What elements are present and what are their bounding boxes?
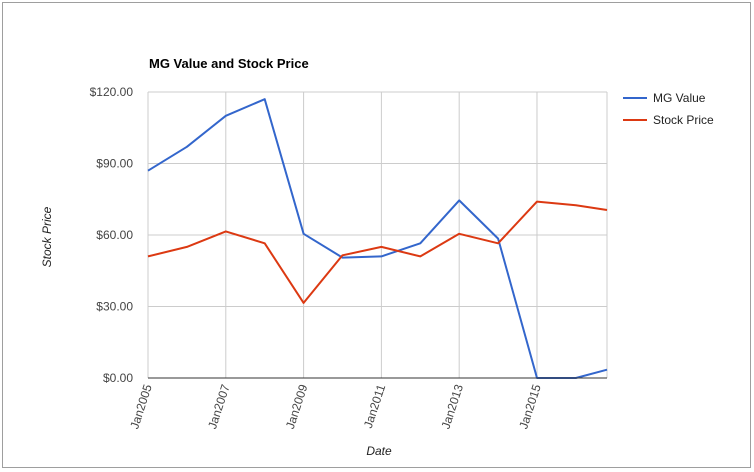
y-tick-label: $0.00 — [103, 371, 133, 385]
data-point — [147, 255, 149, 257]
y-tick-label: $120.00 — [90, 85, 134, 99]
data-point — [419, 242, 421, 244]
data-point — [186, 246, 188, 248]
data-point — [303, 233, 305, 235]
data-point — [419, 255, 421, 257]
x-tick-label: Jan2009 — [283, 382, 311, 430]
data-point — [497, 238, 499, 240]
x-tick-label: Jan2007 — [205, 382, 233, 430]
data-point — [225, 115, 227, 117]
chart-title: MG Value and Stock Price — [149, 56, 309, 71]
data-point — [458, 233, 460, 235]
legend-label: MG Value — [653, 91, 706, 105]
data-point — [536, 201, 538, 203]
data-point — [303, 302, 305, 304]
data-point — [380, 246, 382, 248]
x-tick-label: Jan2015 — [516, 382, 544, 430]
line-chart: $0.00 $30.00 $60.00 $90.00 $120.00 Jan2005 Jan… — [40, 56, 714, 458]
x-tick-label: Jan2005 — [127, 382, 155, 430]
data-point — [147, 170, 149, 172]
legend-label: Stock Price — [653, 113, 714, 127]
legend: MG Value Stock Price — [623, 91, 714, 127]
series-line-stock-price — [147, 200, 608, 304]
series-line-mg-value — [147, 98, 608, 379]
data-point — [264, 242, 266, 244]
data-point — [606, 209, 608, 211]
y-tick-label: $90.00 — [96, 157, 133, 171]
data-point — [380, 255, 382, 257]
x-tick-label: Jan2013 — [438, 382, 466, 430]
series-lines — [147, 98, 608, 379]
data-point — [458, 199, 460, 201]
data-point — [264, 98, 266, 100]
data-point — [225, 230, 227, 232]
y-tick-label: $30.00 — [96, 300, 133, 314]
x-axis-title: Date — [366, 444, 392, 458]
data-point — [606, 369, 608, 371]
data-point — [186, 146, 188, 148]
data-point — [575, 204, 577, 206]
data-point — [341, 254, 343, 256]
y-axis-title: Stock Price — [40, 206, 54, 267]
data-point — [497, 242, 499, 244]
x-tick-label: Jan2011 — [361, 382, 388, 430]
y-tick-label: $60.00 — [96, 228, 133, 242]
gridlines — [147, 91, 608, 378]
